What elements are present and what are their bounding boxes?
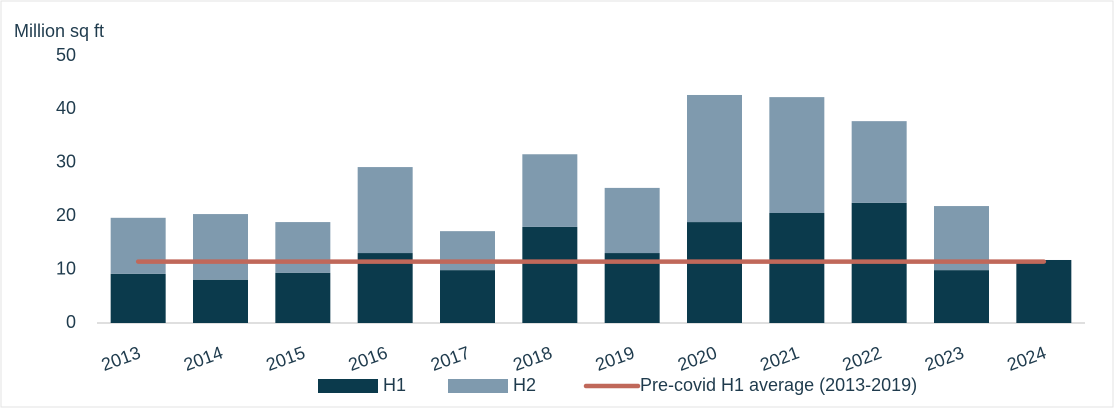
y-tick-label: 0: [66, 312, 76, 332]
legend-label: H1: [383, 375, 406, 395]
bar: [851, 121, 907, 203]
bar: [769, 97, 825, 213]
bar: [357, 167, 413, 254]
bar: [522, 154, 578, 227]
legend-swatch: [318, 379, 378, 393]
y-tick-label: 50: [56, 45, 76, 65]
y-tick-label: 20: [56, 205, 76, 225]
legend-swatch: [448, 379, 508, 393]
bar: [275, 272, 331, 323]
y-tick-label: 40: [56, 98, 76, 118]
bar: [522, 226, 578, 323]
y-tick-label: 10: [56, 258, 76, 278]
legend-label: H2: [513, 375, 536, 395]
bar: [604, 253, 660, 323]
bar: [1016, 259, 1072, 323]
bar: [193, 279, 248, 323]
bar: [357, 253, 413, 323]
bar: [440, 231, 495, 271]
bar: [110, 217, 166, 274]
bar: [110, 273, 166, 323]
bar: [604, 187, 660, 254]
bar: [687, 222, 742, 323]
y-axis-label: Million sq ft: [14, 21, 104, 41]
bar: [769, 212, 825, 323]
legend-label: Pre-covid H1 average (2013-2019): [640, 375, 917, 395]
bar: [440, 270, 495, 323]
y-tick-label: 30: [56, 152, 76, 172]
bar: [193, 214, 248, 280]
bar: [275, 222, 331, 273]
bar: [687, 94, 742, 223]
bar: [934, 270, 989, 323]
